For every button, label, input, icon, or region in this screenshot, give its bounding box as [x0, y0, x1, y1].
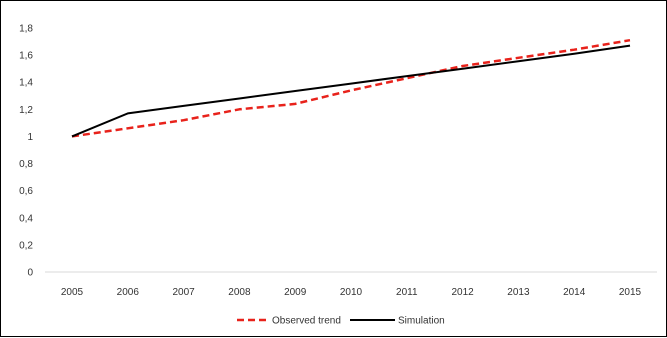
y-tick-label: 1,8	[19, 24, 33, 35]
y-tick-label: 1,6	[19, 51, 33, 62]
y-tick-label: 0	[27, 268, 33, 279]
x-tick-label: 2005	[61, 287, 84, 298]
x-tick-label: 2006	[117, 287, 140, 298]
y-tick-label: 1	[27, 132, 33, 143]
x-tick-label: 2015	[619, 287, 642, 298]
x-tick-label: 2008	[228, 287, 251, 298]
x-tick-label: 2013	[507, 287, 530, 298]
y-tick-label: 1,2	[19, 105, 33, 116]
legend-label-simulation: Simulation	[398, 316, 445, 327]
x-tick-label: 2007	[172, 287, 195, 298]
x-tick-label: 2009	[284, 287, 307, 298]
y-tick-label: 0,4	[19, 213, 33, 224]
x-tick-label: 2012	[451, 287, 474, 298]
y-tick-label: 1,4	[19, 78, 33, 89]
x-tick-label: 2010	[340, 287, 363, 298]
x-tick-label: 2011	[396, 287, 418, 298]
legend-label-observed-trend: Observed trend	[272, 316, 341, 327]
series-line-simulation	[71, 44, 631, 138]
series-line-observed-trend	[71, 38, 631, 138]
y-tick-label: 0,6	[19, 186, 33, 197]
x-tick-label: 2014	[563, 287, 586, 298]
legend: Observed trend Simulation	[237, 316, 445, 327]
y-tick-label: 0,2	[19, 240, 33, 251]
y-tick-label: 0,8	[19, 159, 33, 170]
